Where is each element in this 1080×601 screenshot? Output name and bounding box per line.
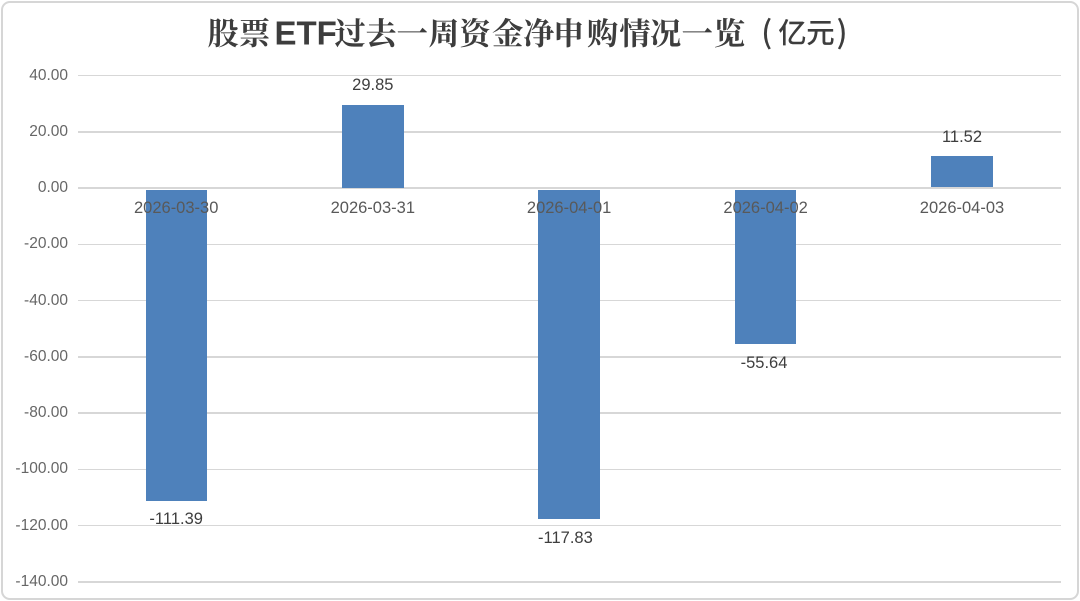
svg-text:ETF: ETF (275, 15, 337, 52)
